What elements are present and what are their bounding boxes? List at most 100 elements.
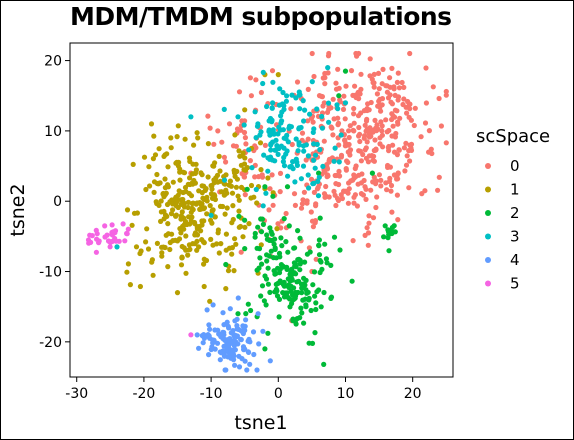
point-series-2: [273, 270, 279, 277]
point-series-0: [253, 77, 259, 83]
point-series-1: [222, 211, 228, 217]
point-series-1: [138, 248, 144, 254]
point-series-0: [348, 68, 355, 74]
point-series-1: [190, 161, 196, 167]
x-tick-label: -20: [132, 386, 155, 402]
point-series-3: [320, 163, 326, 169]
point-series-0: [406, 114, 412, 120]
point-series-0: [400, 101, 406, 108]
point-series-3: [319, 125, 325, 131]
point-series-2: [308, 307, 314, 314]
point-series-1: [177, 189, 183, 195]
point-series-3: [252, 109, 258, 115]
point-series-3: [296, 140, 302, 146]
legend-label-3: 3: [510, 228, 520, 246]
point-series-0: [335, 122, 341, 128]
point-series-1: [155, 180, 162, 186]
point-series-3: [301, 148, 307, 154]
point-series-0: [358, 191, 364, 197]
point-series-4: [227, 306, 233, 312]
x-axis-title: tsne1: [234, 412, 287, 434]
point-series-0: [355, 181, 361, 187]
point-series-4: [222, 367, 228, 373]
point-series-1: [198, 228, 204, 234]
point-series-1: [151, 189, 157, 195]
point-series-2: [331, 234, 338, 240]
point-series-1: [201, 183, 207, 189]
point-series-2: [310, 282, 316, 288]
point-series-0: [304, 200, 310, 206]
point-series-1: [192, 180, 198, 186]
point-series-0: [333, 181, 339, 187]
point-series-0: [305, 136, 311, 142]
point-series-2: [276, 314, 282, 320]
point-series-0: [291, 191, 298, 197]
point-series-3: [335, 106, 341, 112]
point-series-5: [87, 232, 93, 238]
point-series-1: [185, 204, 191, 211]
point-series-0: [247, 75, 253, 81]
point-series-3: [293, 136, 299, 142]
point-series-3: [246, 147, 252, 153]
point-series-1: [175, 204, 181, 211]
point-series-2: [268, 248, 274, 254]
point-series-4: [247, 339, 253, 345]
point-series-0: [394, 192, 400, 198]
point-series-3: [276, 102, 282, 108]
point-series-2: [391, 223, 397, 229]
point-series-3: [281, 106, 287, 112]
point-series-0: [328, 124, 334, 130]
point-series-0: [239, 118, 245, 124]
point-series-0: [361, 135, 367, 141]
point-series-2: [281, 216, 287, 222]
point-series-2: [299, 310, 305, 316]
legend-key-5: [485, 280, 491, 287]
point-series-0: [422, 188, 428, 194]
point-series-0: [367, 73, 373, 79]
point-series-0: [436, 174, 442, 180]
point-series-0: [321, 100, 327, 106]
point-series-4: [217, 349, 223, 355]
point-series-0: [343, 167, 349, 173]
point-series-0: [362, 232, 368, 238]
point-series-1: [164, 213, 170, 219]
point-series-4: [200, 340, 206, 346]
point-series-0: [366, 107, 372, 113]
point-series-4: [230, 349, 236, 355]
point-series-0: [333, 202, 339, 209]
point-series-2: [291, 285, 297, 291]
point-series-1: [186, 242, 192, 248]
point-series-0: [262, 142, 268, 148]
point-series-0: [392, 114, 398, 120]
point-series-1: [227, 178, 233, 184]
point-series-0: [211, 141, 217, 147]
point-series-2: [323, 256, 329, 262]
point-series-0: [388, 188, 394, 194]
point-series-3: [300, 98, 306, 104]
point-series-0: [294, 79, 301, 85]
point-series-0: [258, 89, 264, 96]
point-series-1: [148, 121, 155, 127]
point-series-0: [395, 97, 401, 103]
point-series-1: [185, 252, 191, 258]
point-series-3: [300, 163, 307, 169]
point-series-0: [269, 172, 275, 178]
point-series-2: [303, 302, 309, 308]
point-series-0: [358, 71, 364, 77]
point-series-1: [194, 247, 200, 253]
point-series-2: [349, 278, 355, 284]
point-series-1: [201, 261, 207, 267]
point-series-0: [379, 123, 385, 129]
point-series-0: [443, 88, 449, 95]
point-series-4: [242, 327, 248, 333]
point-series-1: [201, 283, 207, 290]
point-series-1: [201, 205, 208, 211]
point-series-0: [391, 149, 398, 155]
point-series-2: [267, 289, 273, 295]
x-tick-label: -10: [200, 386, 223, 402]
point-series-0: [354, 203, 360, 209]
point-series-1: [151, 179, 158, 185]
point-series-3: [315, 193, 322, 199]
point-series-1: [216, 153, 222, 159]
point-series-2: [254, 245, 260, 251]
